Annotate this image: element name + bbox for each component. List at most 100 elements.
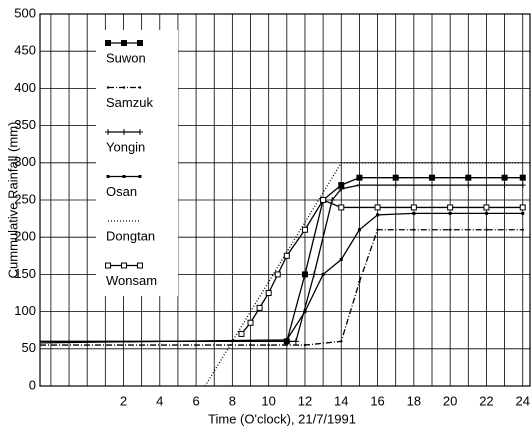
marker <box>392 182 399 189</box>
marker <box>106 86 110 89</box>
marker <box>338 185 345 192</box>
y-tick-label: 250 <box>14 191 36 206</box>
marker <box>521 228 524 231</box>
marker <box>356 182 363 189</box>
x-tick-label: 2 <box>120 393 127 408</box>
marker <box>137 129 143 135</box>
x-tick-label: 20 <box>443 393 457 408</box>
marker <box>106 175 110 178</box>
marker <box>311 271 318 278</box>
marker <box>429 174 435 181</box>
y-tick-label: 0 <box>29 377 36 392</box>
marker <box>138 86 142 89</box>
marker <box>137 262 143 269</box>
x-tick-label: 4 <box>156 393 163 408</box>
x-tick-label: 12 <box>298 393 312 408</box>
x-tick-label: 8 <box>229 393 236 408</box>
marker <box>238 330 245 337</box>
marker <box>429 182 435 189</box>
y-tick-label: 500 <box>14 5 36 20</box>
marker <box>283 252 290 259</box>
marker <box>356 174 363 181</box>
marker <box>267 343 270 347</box>
legend-label: Yongin <box>106 139 145 154</box>
marker <box>374 204 381 211</box>
marker <box>448 228 452 231</box>
series-group <box>40 162 526 386</box>
marker <box>410 204 417 211</box>
y-tick-label: 300 <box>14 154 36 169</box>
legend-box <box>96 30 178 296</box>
line-series <box>240 199 523 335</box>
marker <box>247 319 254 326</box>
marker <box>256 304 263 311</box>
y-tick-label: 450 <box>14 43 36 58</box>
marker <box>519 174 526 181</box>
marker <box>376 228 379 231</box>
marker <box>329 197 336 203</box>
marker <box>521 211 525 215</box>
legend-label: Dongtan <box>106 228 155 243</box>
y-tick-label: 200 <box>14 229 36 244</box>
legend-label: Samzuk <box>106 95 153 110</box>
y-tick-label: 350 <box>14 117 36 132</box>
marker <box>105 40 111 46</box>
marker <box>412 228 416 231</box>
x-tick-label: 16 <box>370 393 384 408</box>
y-tick-label: 400 <box>14 80 36 95</box>
marker <box>501 174 508 181</box>
legend-label: Osan <box>106 184 137 199</box>
marker <box>358 280 361 284</box>
line-series <box>40 229 523 346</box>
marker <box>122 86 126 89</box>
marker <box>501 182 508 189</box>
marker <box>121 129 127 135</box>
marker <box>105 262 111 269</box>
marker <box>301 226 308 233</box>
x-tick-label: 18 <box>407 393 421 408</box>
legend-label: Suwon <box>106 50 146 65</box>
marker <box>292 338 299 345</box>
line-series <box>204 162 523 386</box>
marker <box>412 211 416 215</box>
y-tick-label: 150 <box>14 266 36 281</box>
marker <box>274 271 281 278</box>
marker <box>137 40 143 46</box>
marker <box>357 228 361 232</box>
marker <box>483 204 490 211</box>
marker <box>485 228 488 231</box>
marker <box>121 40 127 46</box>
marker <box>447 204 454 211</box>
marker <box>265 290 272 296</box>
marker <box>392 174 399 181</box>
marker <box>303 310 307 314</box>
y-tick-label: 50 <box>22 340 36 355</box>
x-tick-label: 6 <box>192 393 199 408</box>
marker <box>519 204 526 211</box>
marker <box>339 258 343 262</box>
marker <box>320 197 327 203</box>
marker <box>321 272 325 276</box>
x-axis-title: Time (O'clock), 21/7/1991 <box>208 411 356 426</box>
marker <box>138 175 142 178</box>
marker <box>301 271 308 278</box>
y-tick-label: 100 <box>14 303 36 318</box>
x-tick-label: 10 <box>261 393 275 408</box>
marker <box>122 175 126 178</box>
marker <box>448 211 452 215</box>
x-tick-label: 24 <box>516 393 530 408</box>
x-tick-label: 14 <box>334 393 348 408</box>
marker <box>376 213 380 217</box>
marker <box>484 211 488 215</box>
marker <box>338 204 345 211</box>
marker <box>121 262 127 269</box>
marker <box>465 182 472 189</box>
marker <box>285 338 289 342</box>
x-tick-label: 22 <box>479 393 493 408</box>
marker <box>338 182 345 189</box>
marker <box>465 174 472 181</box>
marker <box>303 343 307 347</box>
marker <box>105 129 111 135</box>
marker <box>340 340 343 343</box>
